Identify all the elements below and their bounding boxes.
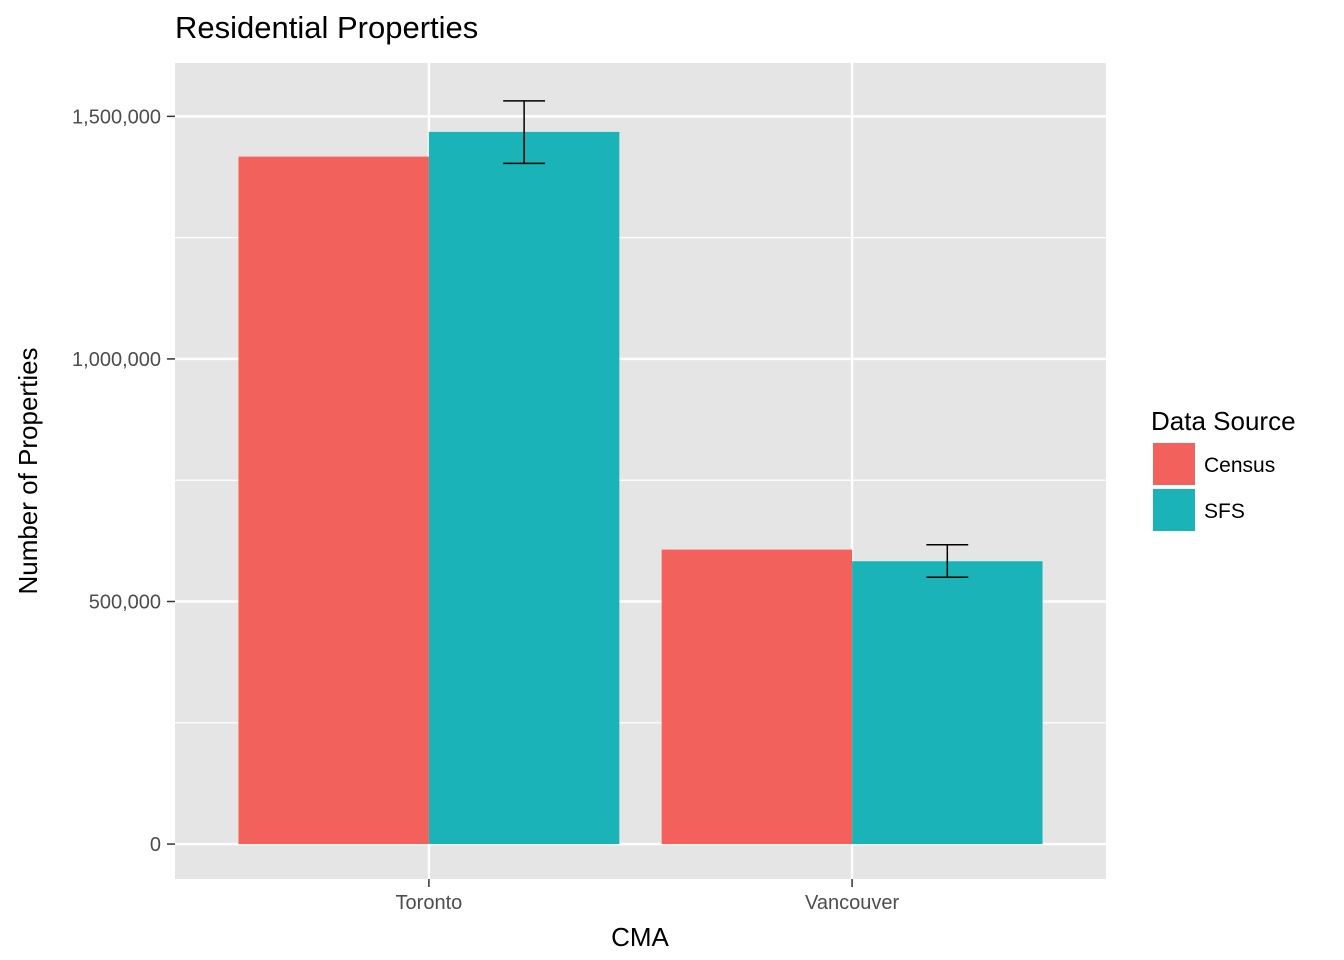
bar-census-vancouver (662, 550, 852, 844)
legend-title: Data Source (1151, 406, 1296, 436)
legend: Data Source Census SFS (1151, 406, 1296, 531)
y-tick-label: 500,000 (89, 592, 161, 614)
y-axis: 0 500,000 1,000,000 1,500,000 (72, 106, 175, 856)
y-axis-title: Number of Properties (13, 347, 43, 594)
legend-key-sfs (1153, 489, 1195, 531)
bar-sfs-toronto (429, 132, 619, 844)
y-tick-label: 1,500,000 (72, 106, 161, 128)
x-axis: Toronto Vancouver (396, 879, 900, 914)
legend-key-census (1153, 443, 1195, 485)
bar-census-toronto (238, 157, 428, 844)
x-tick-label: Toronto (396, 892, 463, 914)
bar-sfs-vancouver (852, 561, 1042, 844)
chart-title: Residential Properties (175, 10, 478, 45)
y-tick-label: 1,000,000 (72, 349, 161, 371)
legend-items: Census SFS (1153, 443, 1275, 531)
x-tick-label: Vancouver (805, 892, 899, 914)
y-tick-label: 0 (150, 834, 161, 856)
x-axis-title: CMA (611, 922, 669, 952)
legend-label-sfs: SFS (1204, 500, 1245, 523)
legend-label-census: Census (1204, 454, 1275, 477)
